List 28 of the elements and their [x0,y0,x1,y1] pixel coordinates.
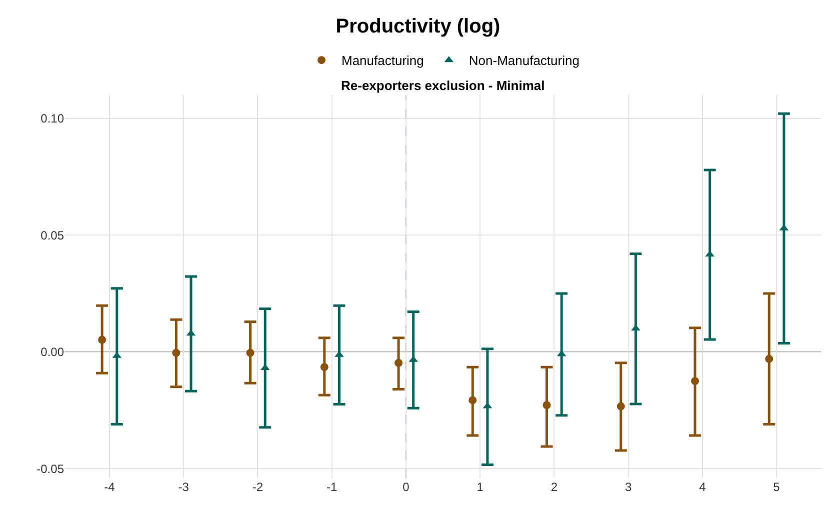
point [172,348,180,357]
x-tick-label: 0 [402,480,410,494]
point [246,348,254,357]
chart-subtitle: Re-exporters exclusion - Minimal [341,78,545,93]
x-tick-label: 2 [550,480,558,494]
point [616,402,625,410]
y-tick-label: 0.00 [40,345,64,360]
y-tick-label: 0.10 [40,112,64,126]
point [765,354,774,363]
x-tick-label: 5 [773,480,780,494]
x-tick-label: 4 [699,480,706,494]
point [394,358,403,367]
y-tick-label: 0.05 [40,228,64,242]
chart-title: Productivity (log) [336,15,500,38]
legend-label: Non-Manufacturing [468,53,580,68]
y-tick-label: -0.05 [36,462,64,476]
x-tick-label: -2 [252,480,264,494]
point [542,401,551,410]
legend-label: Manufacturing [342,53,424,68]
x-tick-label: -3 [178,480,190,494]
x-tick-label: -4 [104,480,116,494]
point [691,377,699,386]
point [468,396,477,404]
x-tick-label: 3 [624,480,632,494]
point [98,336,106,344]
x-tick-label: -1 [326,480,338,494]
x-tick-label: 1 [476,480,484,494]
point [320,363,328,372]
